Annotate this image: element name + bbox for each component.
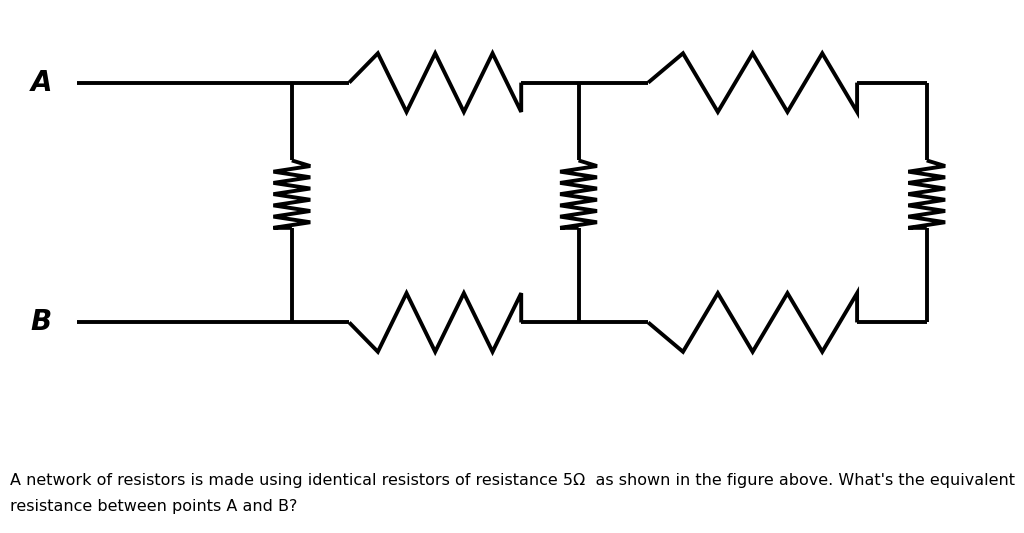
Text: A: A <box>31 69 52 96</box>
Text: resistance between points A and B?: resistance between points A and B? <box>10 499 298 514</box>
Text: B: B <box>31 309 52 336</box>
Text: A network of resistors is made using identical resistors of resistance 5Ω  as sh: A network of resistors is made using ide… <box>10 473 1015 488</box>
